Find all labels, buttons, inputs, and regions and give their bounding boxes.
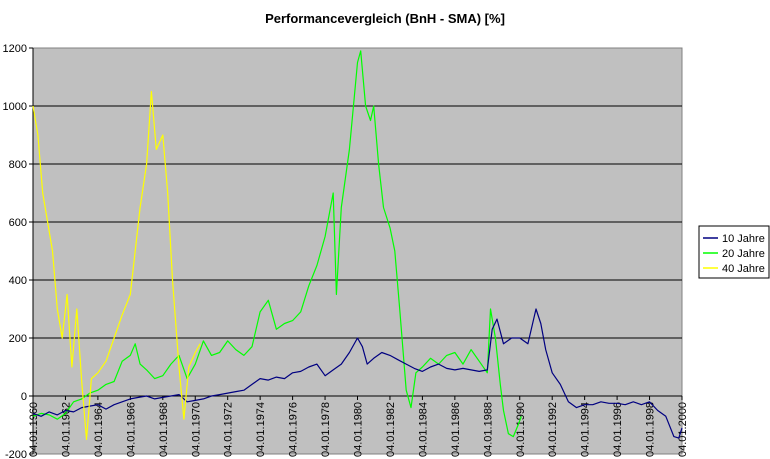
x-tick-label: 04.01.1966 (125, 402, 137, 457)
legend-box (698, 225, 770, 279)
x-tick-label: 04.01.1982 (385, 402, 397, 457)
y-tick-label: 800 (9, 159, 27, 171)
x-tick-label: 04.01.1988 (482, 402, 494, 457)
x-tick-label: 04.01.2000 (677, 402, 689, 457)
series-lines (32, 50, 683, 441)
x-tick-label: 04.01.1974 (255, 402, 267, 457)
legend-label: 10 Jahre (722, 233, 765, 245)
series-line-40-jahre (32, 90, 201, 441)
x-tick-label: 04.01.1980 (353, 402, 365, 457)
chart-title: Performancevergleich (BnH - SMA) [%] (265, 11, 505, 26)
series-line-20-jahre (32, 50, 522, 438)
x-tick-label: 04.01.1972 (223, 402, 235, 457)
series-line-10-jahre (32, 308, 683, 439)
x-tick-label: 04.01.1962 (60, 402, 72, 457)
x-tick-label: 04.01.1996 (612, 402, 624, 457)
x-tick-label: 04.01.1960 (28, 402, 40, 457)
y-tick-label: 400 (9, 275, 27, 287)
x-tick-label: 04.01.1968 (158, 402, 170, 457)
y-tick-label: 600 (9, 217, 27, 229)
x-tick-label: 04.01.1998 (645, 402, 657, 457)
y-tick-label: -200 (5, 449, 27, 459)
y-tick-label: 1000 (3, 101, 27, 113)
legend: 10 Jahre 20 Jahre 40 Jahre (698, 225, 770, 279)
y-tick-label: 1200 (3, 43, 27, 55)
legend-label: 40 Jahre (722, 263, 765, 275)
y-tick-label: 0 (21, 391, 27, 403)
y-tick-label: 200 (9, 333, 27, 345)
x-tick-label: 04.01.1964 (93, 402, 105, 457)
x-tick-label: 04.01.1994 (580, 402, 592, 457)
x-axis: 04.01.1960 04.01.1962 04.01.1964 04.01.1966… (28, 395, 689, 457)
x-tick-label: 04.01.1986 (450, 402, 462, 457)
plot-area (32, 47, 683, 455)
y-axis: -200 0 200 400 600 800 1000 1200 (3, 43, 34, 459)
x-tick-label: 04.01.1976 (288, 402, 300, 457)
x-tick-label: 04.01.1992 (547, 402, 559, 457)
x-tick-label: 04.01.1984 (417, 402, 429, 457)
legend-label: 20 Jahre (722, 248, 765, 260)
x-tick-label: 04.01.1978 (320, 402, 332, 457)
x-tick-label: 04.01.1970 (190, 402, 202, 457)
x-tick-label: 04.01.1990 (515, 402, 527, 457)
